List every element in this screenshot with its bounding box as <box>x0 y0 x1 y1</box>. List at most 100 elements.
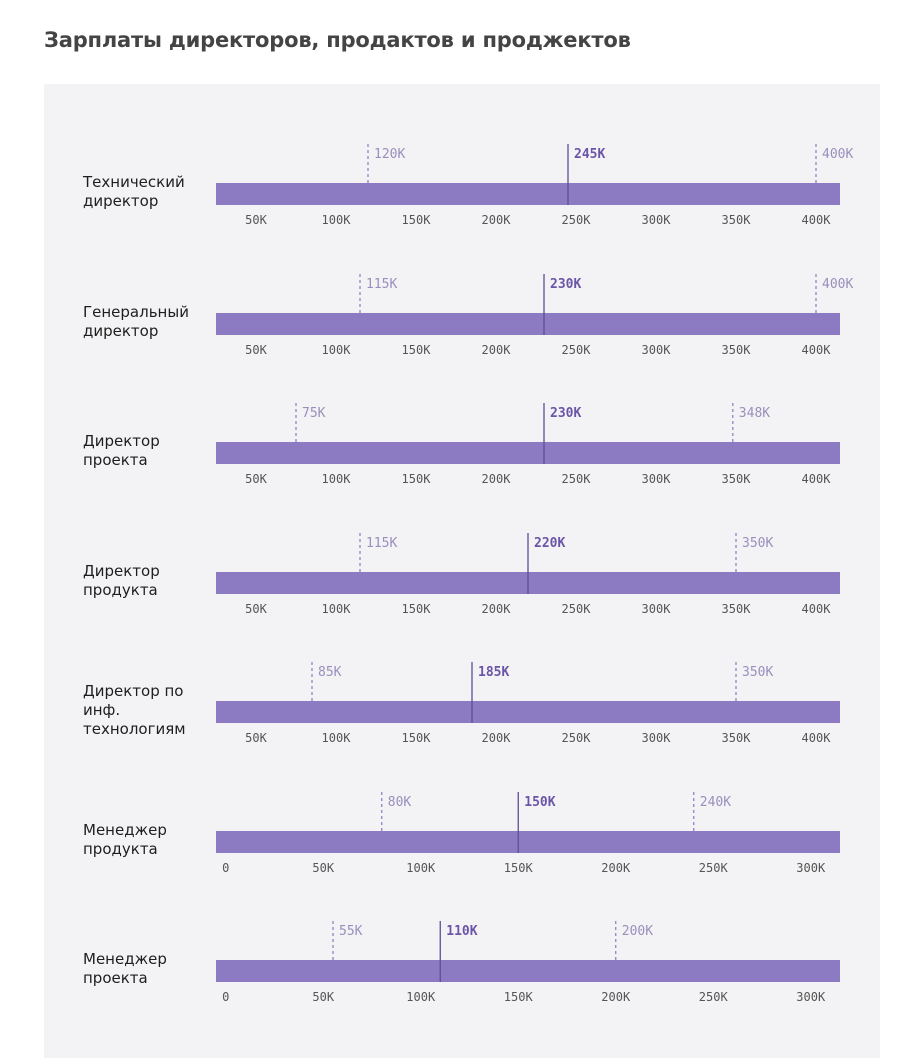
high-value-label: 350K <box>742 665 773 680</box>
range-chart: 0 50K 100K 150K 200K 250K 300K 55K 110K 200K <box>216 921 840 1004</box>
tick-label: 250K <box>562 343 592 357</box>
row-label: Директор по инф. технологиям <box>83 681 186 738</box>
tick-label: 200K <box>482 472 512 486</box>
tick-label: 400K <box>802 731 832 745</box>
row-label: Технический директор <box>83 173 185 210</box>
chart-panel: Технический директор 50K 100K 150K 200K 250K 3… <box>44 84 880 1058</box>
tick-label: 250K <box>562 602 592 616</box>
low-value-label: 115K <box>366 536 397 551</box>
row-label: Менеджер проекта <box>83 950 167 987</box>
median-value-label: 230K <box>550 277 581 292</box>
row-label: Директор проекта <box>83 432 160 469</box>
tick-label: 50K <box>245 602 267 616</box>
high-value-label: 350K <box>742 536 773 551</box>
range-chart: 50K 100K 150K 200K 250K 300K 350K 400K 85K 185K 35… <box>216 662 840 745</box>
tick-label: 350K <box>722 602 752 616</box>
tick-label: 350K <box>722 472 752 486</box>
tick-label: 100K <box>322 602 352 616</box>
median-value-label: 150K <box>524 795 555 810</box>
chart-row: Директор проекта 50K 100K 150K 200K 250K 300K 3… <box>44 395 880 505</box>
tick-label: 200K <box>482 731 512 745</box>
tick-label: 300K <box>796 990 826 1004</box>
range-chart: 50K 100K 150K 200K 250K 300K 350K 400K 115K 230K 4… <box>216 274 853 357</box>
tick-label: 250K <box>562 731 592 745</box>
chart-row: Технический директор 50K 100K 150K 200K 250K 3… <box>44 136 880 246</box>
low-value-label: 55K <box>339 924 363 939</box>
tick-label: 50K <box>245 213 267 227</box>
low-value-label: 115K <box>366 277 397 292</box>
tick-label: 400K <box>802 602 832 616</box>
chart-row: Менеджер продукта 0 50K 100K 150K 200K 250K 300… <box>44 784 880 894</box>
median-value-label: 230K <box>550 406 581 421</box>
range-bar <box>216 831 840 853</box>
high-value-label: 348K <box>739 406 770 421</box>
tick-label: 150K <box>504 990 534 1004</box>
tick-label: 200K <box>482 602 512 616</box>
tick-label: 300K <box>642 213 672 227</box>
tick-label: 50K <box>245 731 267 745</box>
tick-label: 350K <box>722 731 752 745</box>
low-value-label: 75K <box>302 406 326 421</box>
tick-label: 200K <box>482 343 512 357</box>
high-value-label: 400K <box>822 277 853 292</box>
median-value-label: 185K <box>478 665 509 680</box>
tick-label: 50K <box>245 472 267 486</box>
tick-label: 150K <box>504 861 534 875</box>
range-chart: 50K 100K 150K 200K 250K 300K 350K 400K 75K 230K 34… <box>216 403 840 486</box>
range-bar <box>216 183 840 205</box>
row-label: Менеджер продукта <box>83 821 167 858</box>
median-value-label: 110K <box>446 924 477 939</box>
range-chart: 50K 100K 150K 200K 250K 300K 350K 400K 120K 245K 4… <box>216 144 853 227</box>
high-value-label: 400K <box>822 147 853 162</box>
low-value-label: 120K <box>374 147 405 162</box>
chart-row: Директор по инф. технологиям 50K 100K 150K 2… <box>44 654 880 764</box>
tick-label: 150K <box>402 602 432 616</box>
range-chart: 0 50K 100K 150K 200K 250K 300K 80K 150K 240K <box>216 792 840 875</box>
tick-label: 300K <box>642 472 672 486</box>
tick-label: 100K <box>322 213 352 227</box>
tick-label: 350K <box>722 343 752 357</box>
chart-row: Генеральный директор 50K 100K 150K 200K 250K 3… <box>44 266 880 376</box>
tick-label: 300K <box>642 602 672 616</box>
range-bar <box>216 442 840 464</box>
row-label: Генеральный директор <box>83 303 189 340</box>
tick-label: 300K <box>642 343 672 357</box>
tick-label: 300K <box>642 731 672 745</box>
tick-label: 0 <box>222 990 229 1004</box>
tick-label: 50K <box>312 861 334 875</box>
tick-label: 100K <box>406 861 436 875</box>
tick-label: 200K <box>482 213 512 227</box>
tick-label: 350K <box>722 213 752 227</box>
tick-label: 50K <box>312 990 334 1004</box>
tick-label: 250K <box>562 213 592 227</box>
high-value-label: 240K <box>700 795 731 810</box>
tick-label: 400K <box>802 343 832 357</box>
low-value-label: 85K <box>318 665 342 680</box>
tick-label: 250K <box>699 990 729 1004</box>
tick-label: 200K <box>601 861 631 875</box>
tick-label: 150K <box>402 731 432 745</box>
range-chart: 50K 100K 150K 200K 250K 300K 350K 400K 115K 220K 3… <box>216 533 840 616</box>
tick-label: 100K <box>322 472 352 486</box>
tick-label: 0 <box>222 861 229 875</box>
tick-label: 150K <box>402 343 432 357</box>
tick-label: 100K <box>322 343 352 357</box>
chart-title: Зарплаты директоров, продактов и проджек… <box>44 28 631 52</box>
tick-label: 150K <box>402 472 432 486</box>
chart-row: Менеджер проекта 0 50K 100K 150K 200K 250K 300K… <box>44 913 880 1023</box>
range-bar <box>216 960 840 982</box>
range-bar <box>216 701 840 723</box>
median-value-label: 245K <box>574 147 605 162</box>
tick-label: 100K <box>406 990 436 1004</box>
tick-label: 400K <box>802 213 832 227</box>
range-bar <box>216 313 840 335</box>
tick-label: 150K <box>402 213 432 227</box>
low-value-label: 80K <box>388 795 412 810</box>
tick-label: 50K <box>245 343 267 357</box>
tick-label: 300K <box>796 861 826 875</box>
row-label: Директор продукта <box>83 562 160 599</box>
tick-label: 200K <box>601 990 631 1004</box>
high-value-label: 200K <box>622 924 653 939</box>
tick-label: 250K <box>562 472 592 486</box>
median-value-label: 220K <box>534 536 565 551</box>
